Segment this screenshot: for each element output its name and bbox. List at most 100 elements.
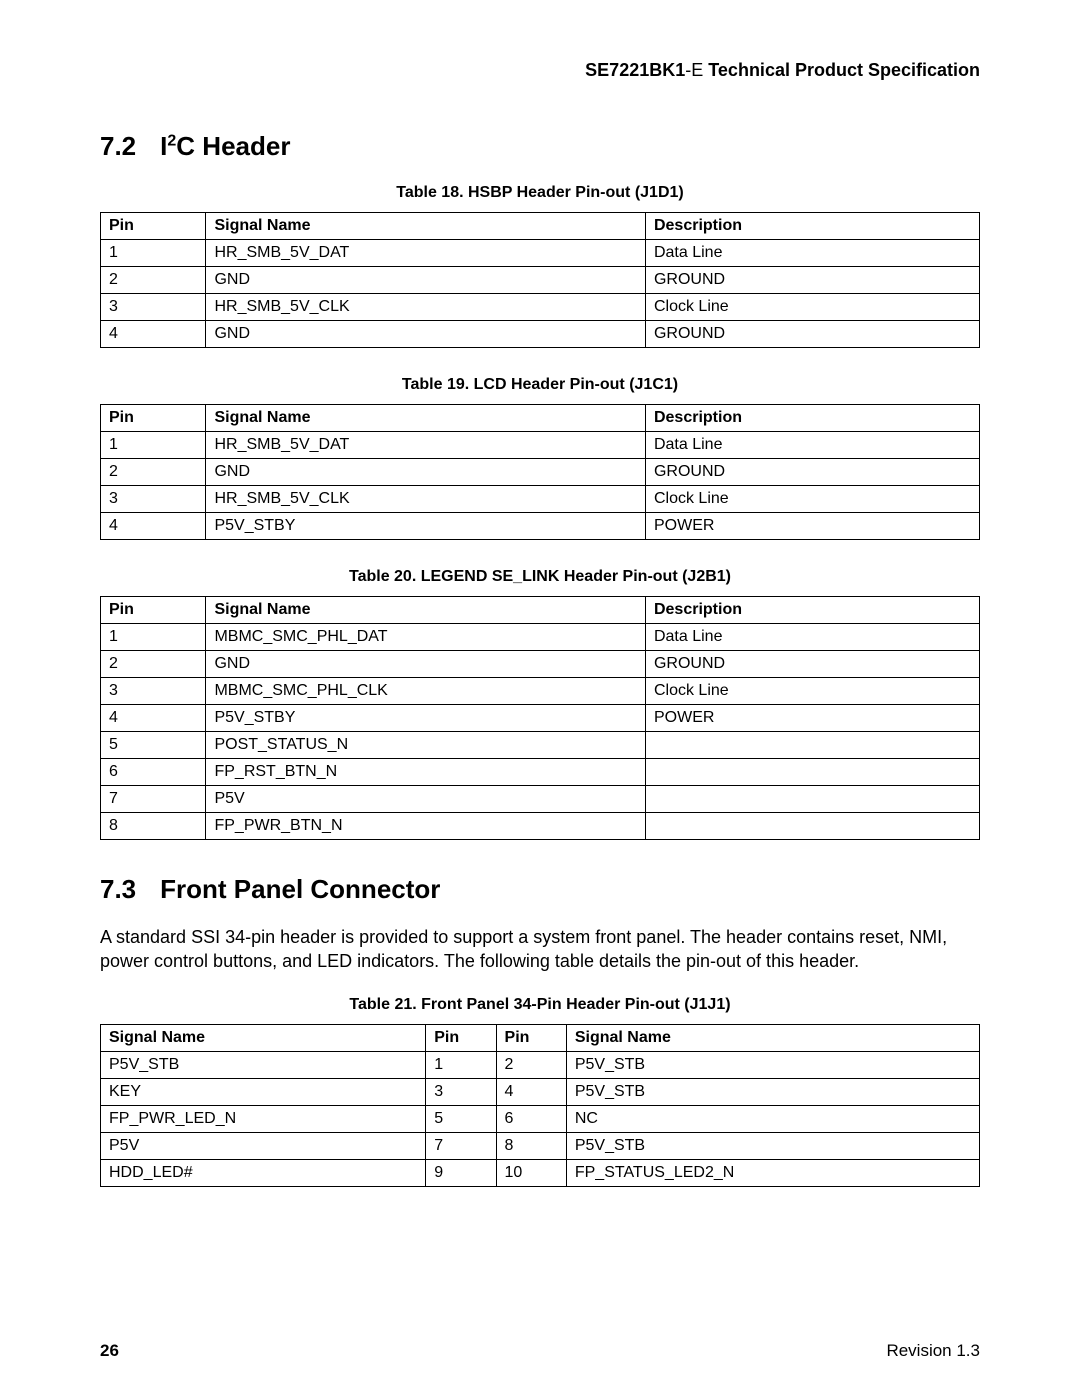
- table-row: 3HR_SMB_5V_CLKClock Line: [101, 486, 980, 513]
- table-cell: 7: [426, 1132, 496, 1159]
- table-cell: Clock Line: [645, 294, 979, 321]
- table-header-row: Signal Name Pin Pin Signal Name: [101, 1024, 980, 1051]
- col-desc: Description: [645, 405, 979, 432]
- col-signal-right: Signal Name: [566, 1024, 979, 1051]
- table-cell: P5V_STBY: [206, 513, 646, 540]
- table-cell: 5: [101, 732, 206, 759]
- revision: Revision 1.3: [886, 1341, 980, 1361]
- table-cell: P5V_STB: [566, 1132, 979, 1159]
- page-number: 26: [100, 1341, 119, 1361]
- table-cell: 3: [101, 678, 206, 705]
- table-cell: P5V_STB: [566, 1078, 979, 1105]
- table-row: FP_PWR_LED_N56NC: [101, 1105, 980, 1132]
- table-cell: 1: [101, 432, 206, 459]
- table-cell: HDD_LED#: [101, 1159, 426, 1186]
- table-cell: 4: [496, 1078, 566, 1105]
- table-cell: GROUND: [645, 267, 979, 294]
- table-row: 2GNDGROUND: [101, 651, 980, 678]
- table-cell: GND: [206, 459, 646, 486]
- table-cell: Clock Line: [645, 486, 979, 513]
- table-21: Signal Name Pin Pin Signal Name P5V_STB1…: [100, 1024, 980, 1187]
- table-cell: 3: [101, 486, 206, 513]
- table-cell: GND: [206, 321, 646, 348]
- table-cell: POWER: [645, 513, 979, 540]
- col-signal-left: Signal Name: [101, 1024, 426, 1051]
- table-cell: 3: [101, 294, 206, 321]
- table-cell: MBMC_SMC_PHL_CLK: [206, 678, 646, 705]
- section-number: 7.3: [100, 874, 136, 905]
- table-cell: POST_STATUS_N: [206, 732, 646, 759]
- table-row: P5V78P5V_STB: [101, 1132, 980, 1159]
- table-cell: GND: [206, 267, 646, 294]
- col-pin: Pin: [101, 405, 206, 432]
- table-cell: KEY: [101, 1078, 426, 1105]
- table-cell: 4: [101, 705, 206, 732]
- table-cell: [645, 813, 979, 840]
- table-21-body: P5V_STB12P5V_STBKEY34P5V_STBFP_PWR_LED_N…: [101, 1051, 980, 1186]
- col-signal: Signal Name: [206, 213, 646, 240]
- table-row: P5V_STB12P5V_STB: [101, 1051, 980, 1078]
- col-desc: Description: [645, 597, 979, 624]
- table-18-body: 1HR_SMB_5V_DATData Line2GNDGROUND3HR_SMB…: [101, 240, 980, 348]
- table-cell: 8: [496, 1132, 566, 1159]
- table-row: 2GNDGROUND: [101, 459, 980, 486]
- table-row: 1MBMC_SMC_PHL_DATData Line: [101, 624, 980, 651]
- table-row: 3MBMC_SMC_PHL_CLKClock Line: [101, 678, 980, 705]
- table-cell: P5V_STB: [566, 1051, 979, 1078]
- table-cell: HR_SMB_5V_DAT: [206, 432, 646, 459]
- table-cell: 2: [101, 651, 206, 678]
- table-cell: HR_SMB_5V_CLK: [206, 294, 646, 321]
- table-cell: 1: [426, 1051, 496, 1078]
- section-title-post: C Header: [176, 131, 290, 161]
- table-row: 5POST_STATUS_N: [101, 732, 980, 759]
- table-row: 1HR_SMB_5V_DATData Line: [101, 432, 980, 459]
- table-cell: 8: [101, 813, 206, 840]
- page: SE7221BK1-E Technical Product Specificat…: [0, 0, 1080, 1397]
- table-21-caption: Table 21. Front Panel 34-Pin Header Pin-…: [100, 996, 980, 1014]
- table-cell: [645, 732, 979, 759]
- table-cell: POWER: [645, 705, 979, 732]
- col-desc: Description: [645, 213, 979, 240]
- table-cell: P5V_STB: [101, 1051, 426, 1078]
- table-19-caption: Table 19. LCD Header Pin-out (J1C1): [100, 376, 980, 394]
- table-cell: 2: [496, 1051, 566, 1078]
- table-cell: 1: [101, 624, 206, 651]
- table-cell: Data Line: [645, 240, 979, 267]
- table-cell: HR_SMB_5V_DAT: [206, 240, 646, 267]
- table-header-row: Pin Signal Name Description: [101, 597, 980, 624]
- table-cell: GROUND: [645, 651, 979, 678]
- section-7-3-heading: 7.3Front Panel Connector: [100, 874, 980, 905]
- table-row: 4P5V_STBYPOWER: [101, 705, 980, 732]
- table-cell: Data Line: [645, 432, 979, 459]
- table-cell: [645, 759, 979, 786]
- table-cell: FP_PWR_LED_N: [101, 1105, 426, 1132]
- table-row: 4GNDGROUND: [101, 321, 980, 348]
- table-cell: 1: [101, 240, 206, 267]
- table-18: Pin Signal Name Description 1HR_SMB_5V_D…: [100, 212, 980, 348]
- table-cell: P5V: [101, 1132, 426, 1159]
- product-code: SE7221BK1: [585, 60, 685, 80]
- table-cell: FP_STATUS_LED2_N: [566, 1159, 979, 1186]
- table-cell: 9: [426, 1159, 496, 1186]
- product-suffix: -E: [685, 60, 708, 80]
- table-cell: MBMC_SMC_PHL_DAT: [206, 624, 646, 651]
- section-7-3-body: A standard SSI 34-pin header is provided…: [100, 925, 980, 974]
- table-20-body: 1MBMC_SMC_PHL_DATData Line2GNDGROUND3MBM…: [101, 624, 980, 840]
- table-cell: GROUND: [645, 321, 979, 348]
- table-cell: FP_PWR_BTN_N: [206, 813, 646, 840]
- table-20-caption: Table 20. LEGEND SE_LINK Header Pin-out …: [100, 568, 980, 586]
- table-row: 2GNDGROUND: [101, 267, 980, 294]
- table-cell: P5V: [206, 786, 646, 813]
- table-cell: 6: [496, 1105, 566, 1132]
- table-row: 7P5V: [101, 786, 980, 813]
- table-cell: 2: [101, 267, 206, 294]
- col-pin-right: Pin: [496, 1024, 566, 1051]
- table-19-body: 1HR_SMB_5V_DATData Line2GNDGROUND3HR_SMB…: [101, 432, 980, 540]
- table-row: 4P5V_STBYPOWER: [101, 513, 980, 540]
- table-row: 8FP_PWR_BTN_N: [101, 813, 980, 840]
- table-cell: Clock Line: [645, 678, 979, 705]
- table-cell: 6: [101, 759, 206, 786]
- table-cell: 7: [101, 786, 206, 813]
- table-cell: P5V_STBY: [206, 705, 646, 732]
- table-cell: HR_SMB_5V_CLK: [206, 486, 646, 513]
